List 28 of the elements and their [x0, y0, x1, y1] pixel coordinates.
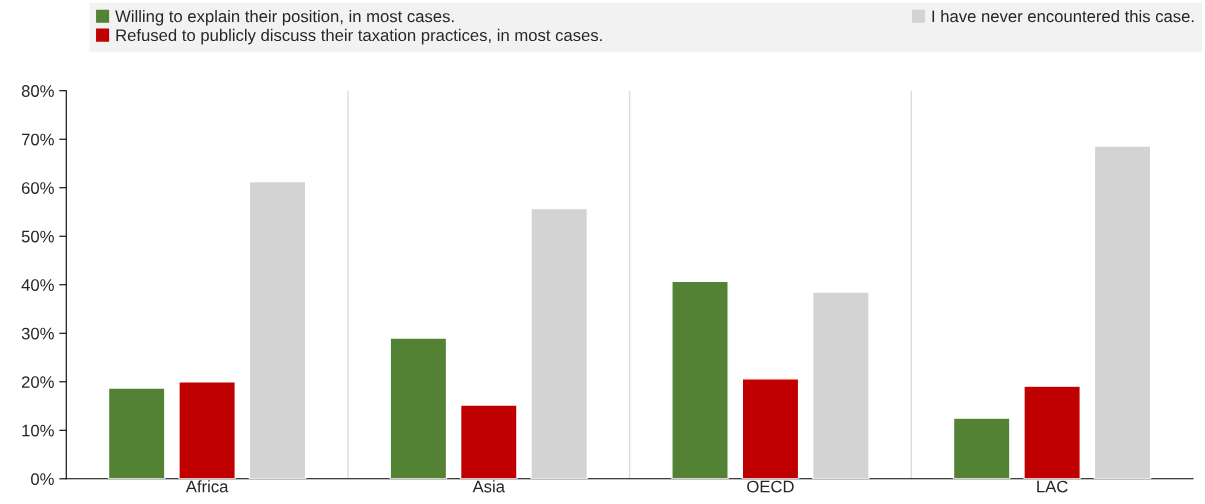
x-tick-label: Africa [185, 480, 229, 493]
x-tick-label: OECD [747, 480, 794, 493]
x-tick-label: LAC [1037, 480, 1068, 493]
bar [741, 378, 800, 479]
y-tick-label: 10% [22, 424, 54, 437]
bar [107, 387, 166, 479]
bar [1093, 145, 1152, 479]
y-tick-label: 70% [21, 133, 54, 146]
bar [459, 404, 518, 479]
y-tick-label: 20% [21, 376, 54, 388]
y-tick-label: 30% [21, 327, 54, 340]
y-tick-label: 0% [31, 473, 54, 485]
bar [530, 207, 589, 479]
legend-label: Refused to publicly discuss their taxation practices, in most cases. [116, 28, 602, 45]
bar [248, 180, 307, 479]
legend-label: I have never encountered this case. [932, 10, 1194, 23]
x-tick-label: Asia [472, 480, 505, 493]
bar [1023, 385, 1081, 479]
bar [389, 337, 448, 479]
y-tick-label: 40% [21, 279, 54, 291]
y-tick-label: 50% [21, 230, 54, 243]
y-tick-label: 80% [21, 85, 54, 97]
bar [812, 291, 870, 479]
bar [178, 381, 236, 479]
y-tick-label: 60% [21, 182, 54, 194]
legend-label: Willing to explain their position, in most cases. [115, 10, 454, 26]
bar [671, 280, 729, 479]
bar [952, 417, 1011, 479]
